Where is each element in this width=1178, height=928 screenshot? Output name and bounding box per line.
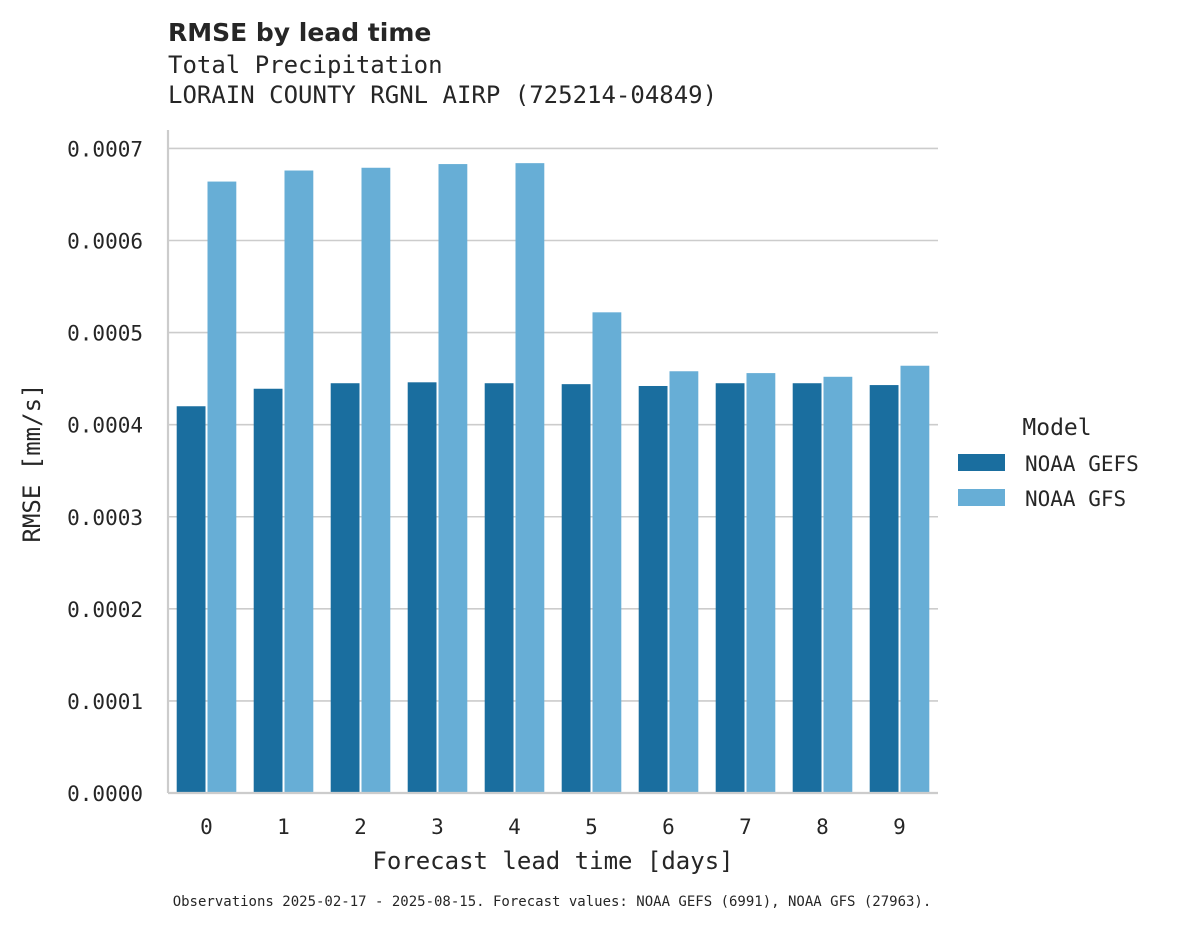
bar-noaa-gfs-6 xyxy=(669,371,699,793)
legend-swatch-noaa-gefs xyxy=(958,454,1005,471)
legend: Model NOAA GEFS NOAA GFS xyxy=(958,415,1139,511)
x-tick-label-4: 4 xyxy=(508,815,521,839)
x-tick-label-8: 8 xyxy=(816,815,829,839)
bar-noaa-gefs-8 xyxy=(792,383,822,793)
bars xyxy=(176,163,930,794)
bar-noaa-gfs-4 xyxy=(515,163,545,793)
x-tick-label-1: 1 xyxy=(277,815,290,839)
bar-noaa-gefs-3 xyxy=(407,382,437,793)
x-tick-label-5: 5 xyxy=(585,815,598,839)
bar-noaa-gfs-2 xyxy=(361,167,391,794)
x-tick-label-7: 7 xyxy=(739,815,752,839)
y-tick-label-2: 0.0002 xyxy=(67,598,143,622)
y-tick-label-1: 0.0001 xyxy=(67,690,143,714)
bar-noaa-gfs-0 xyxy=(207,181,237,794)
footnote: Observations 2025-02-17 - 2025-08-15. Fo… xyxy=(173,894,932,910)
bar-noaa-gefs-4 xyxy=(484,383,514,793)
legend-title: Model xyxy=(1022,415,1091,441)
x-tick-label-2: 2 xyxy=(354,815,367,839)
y-tick-label-0: 0.0000 xyxy=(67,782,143,806)
bar-noaa-gfs-9 xyxy=(900,365,930,793)
legend-label-noaa-gefs: NOAA GEFS xyxy=(1025,452,1139,476)
x-tick-label-6: 6 xyxy=(662,815,675,839)
chart-subtitle-station: LORAIN COUNTY RGNL AIRP (725214-04849) xyxy=(168,81,717,109)
x-tick-labels: 0 1 2 3 4 5 6 7 8 9 xyxy=(200,815,906,839)
x-axis-label: Forecast lead time [days] xyxy=(372,847,733,875)
legend-label-noaa-gfs: NOAA GFS xyxy=(1025,487,1126,511)
bar-noaa-gefs-2 xyxy=(330,383,360,793)
chart-title: RMSE by lead time xyxy=(168,18,431,47)
bar-noaa-gfs-1 xyxy=(284,170,314,793)
bar-noaa-gfs-5 xyxy=(592,312,622,793)
x-tick-label-9: 9 xyxy=(893,815,906,839)
gridlines xyxy=(168,147,938,702)
x-tick-label-0: 0 xyxy=(200,815,213,839)
bar-noaa-gefs-0 xyxy=(176,406,206,793)
bar-noaa-gfs-3 xyxy=(438,164,468,794)
bar-noaa-gefs-5 xyxy=(561,384,591,793)
legend-swatch-noaa-gfs xyxy=(958,489,1005,506)
bar-noaa-gefs-1 xyxy=(253,388,283,793)
y-tick-label-6: 0.0006 xyxy=(67,230,143,254)
bar-noaa-gefs-6 xyxy=(638,385,668,793)
y-tick-label-7: 0.0007 xyxy=(67,137,143,161)
chart-subtitle-variable: Total Precipitation xyxy=(168,51,443,79)
y-tick-label-4: 0.0004 xyxy=(67,414,143,438)
y-tick-labels: 0.0000 0.0001 0.0002 0.0003 0.0004 0.0005 0.00… xyxy=(67,137,143,806)
bar-noaa-gefs-7 xyxy=(715,383,745,793)
y-axis-label: RMSE [mm/s] xyxy=(18,384,46,543)
y-tick-label-5: 0.0005 xyxy=(67,322,143,346)
x-tick-label-3: 3 xyxy=(431,815,444,839)
bar-noaa-gfs-7 xyxy=(746,373,776,793)
bar-noaa-gefs-9 xyxy=(869,385,899,793)
bar-noaa-gfs-8 xyxy=(823,376,853,793)
y-tick-label-3: 0.0003 xyxy=(67,506,143,530)
